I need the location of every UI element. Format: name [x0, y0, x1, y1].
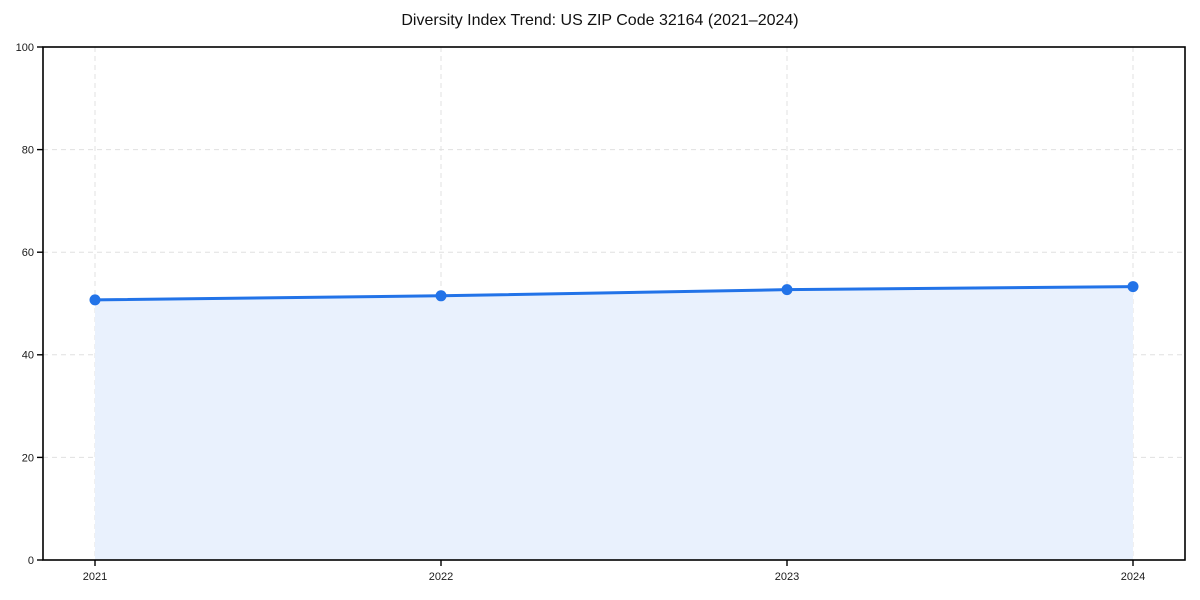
- data-point-2021: [89, 294, 101, 306]
- y-tick-label: 0: [28, 555, 34, 567]
- chart-title: Diversity Index Trend: US ZIP Code 32164…: [401, 12, 799, 29]
- x-tick-label: 2024: [1121, 571, 1145, 583]
- data-point-2023: [781, 284, 793, 296]
- x-tick-label: 2023: [775, 571, 799, 583]
- x-tick-label: 2022: [429, 571, 453, 583]
- y-tick-label: 60: [22, 247, 34, 259]
- trend-line: [93, 285, 1135, 302]
- data-point-2022: [435, 290, 447, 302]
- plot-border: [42, 46, 1186, 561]
- y-tick-label: 100: [16, 42, 34, 54]
- x-tick-label: 2021: [83, 571, 107, 583]
- data-point-2024: [1127, 281, 1139, 293]
- y-tick-label: 40: [22, 350, 34, 362]
- y-tick-label: 80: [22, 144, 34, 156]
- area-fill: [95, 286, 1133, 560]
- y-tick-label: 20: [22, 452, 34, 464]
